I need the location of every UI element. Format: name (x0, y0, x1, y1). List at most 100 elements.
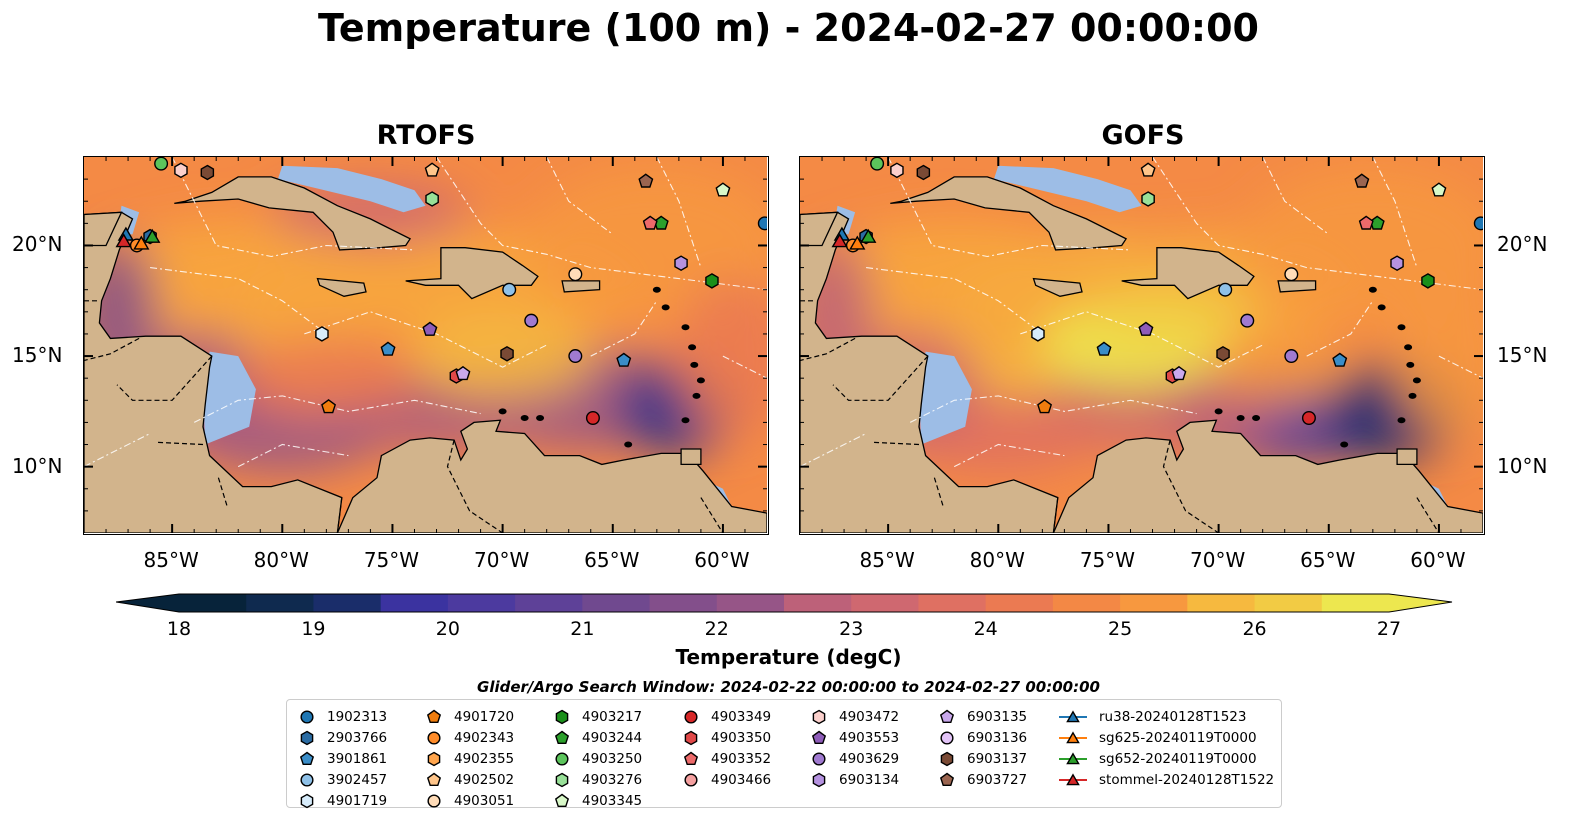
float-marker-4903629 (568, 349, 583, 364)
float-marker-3902457 (1218, 282, 1233, 297)
shallow-water-nicaragua (203, 351, 256, 445)
land-cuba (890, 176, 1128, 251)
legend-marker (554, 793, 570, 807)
legend-label: 4903350 (711, 729, 772, 746)
legend-marker (1066, 730, 1080, 743)
legend-marker (812, 772, 826, 787)
legend-item: 4903276 (552, 769, 642, 790)
eez-boundary (590, 300, 658, 357)
map-panel-gofs[interactable] (799, 156, 1485, 535)
circle-marker-icon (684, 709, 698, 724)
legend-item: 2903766 (297, 727, 387, 748)
legend-marker (426, 709, 442, 723)
legend-marker (684, 772, 698, 787)
pentagon-marker-icon (426, 709, 442, 723)
circle-marker-icon (300, 772, 314, 787)
y-tick-label-left: 10°N (12, 453, 63, 478)
colorbar-tick-label: 18 (166, 618, 192, 640)
float-marker-4901719 (315, 326, 329, 342)
eez-boundary (237, 443, 349, 468)
colorbar-segment (313, 594, 382, 612)
island (692, 392, 701, 399)
legend-label: 6903135 (967, 708, 1028, 725)
float-marker-6903137 (500, 345, 514, 362)
glider-marker-stommel (115, 233, 132, 248)
glider-marker-sg625 (849, 235, 866, 250)
glider-marker-sg625 (133, 235, 150, 250)
island (536, 414, 545, 421)
legend-item: 6903134 (809, 769, 899, 790)
legend-marker (426, 772, 442, 786)
colorbar-segment (918, 594, 987, 612)
x-tick-label: 80°W (969, 548, 1025, 572)
country-border (217, 477, 228, 507)
eez-boundary (304, 311, 547, 368)
legend-marker (683, 751, 699, 765)
eez-boundary (909, 395, 1197, 423)
eez-boundary (656, 157, 702, 268)
legend-item: 4903349 (681, 706, 771, 727)
legend-item: 6903136 (937, 727, 1027, 748)
eez-boundary (1020, 311, 1263, 368)
island (520, 414, 529, 421)
legend-label: 4903276 (582, 771, 643, 788)
x-tick-label: 65°W (1300, 548, 1356, 572)
pentagon-marker-icon (554, 793, 570, 807)
hexagon-marker-icon (812, 772, 826, 787)
eez-boundary (150, 267, 327, 335)
legend-column: ru38-20240128T1523 sg625-20240119T0000 sg6… (1057, 706, 1274, 790)
island (661, 304, 670, 311)
legend-item: 4903629 (809, 748, 899, 769)
legend-label: 2903766 (327, 729, 388, 746)
legend-label: 4903217 (582, 708, 643, 725)
island (1377, 304, 1386, 311)
eez-boundary (1372, 157, 1418, 268)
legend-label: 6903727 (967, 771, 1028, 788)
legend-label: stommel-20240128T1522 (1099, 771, 1275, 788)
float-marker-6903137 (1216, 345, 1230, 362)
map-panel-rtofs[interactable] (83, 156, 769, 535)
x-tick-label: 60°W (1410, 548, 1466, 572)
triangle-marker-icon (1059, 772, 1087, 785)
colorbar-extend-max (1389, 594, 1452, 612)
legend-item: 4902502 (424, 769, 514, 790)
float-marker-4903629 (1240, 313, 1255, 328)
legend-item: 6903137 (937, 748, 1027, 769)
legend-marker (427, 793, 441, 808)
colorbar-label: Temperature (degC) (675, 645, 902, 669)
colorbar-tick-label: 27 (1376, 618, 1402, 640)
legend-item: 4903472 (809, 706, 899, 727)
float-marker-4901720 (1037, 399, 1053, 414)
island (624, 441, 633, 448)
float-marker-6903135 (455, 365, 471, 381)
country-border (1052, 497, 1059, 533)
hexagon-marker-icon (300, 730, 314, 745)
float-marker-3901861 (1332, 352, 1348, 367)
eez-boundary (866, 267, 1043, 335)
legend-label: 4902343 (454, 729, 515, 746)
legend-marker (812, 709, 826, 724)
country-border (1162, 439, 1219, 533)
y-tick-label-left: 20°N (12, 232, 63, 257)
island (681, 417, 690, 424)
float-marker-6903135 (1171, 365, 1187, 381)
legend-marker (939, 709, 955, 723)
colorbar-segment (649, 594, 718, 612)
x-tick-label: 80°W (253, 548, 309, 572)
colorbar-segment (1254, 594, 1323, 612)
legend-label: 6903134 (839, 771, 900, 788)
land-trinidad (680, 448, 702, 466)
country-border (446, 439, 503, 533)
circle-marker-icon (427, 730, 441, 745)
legend-label: 4903553 (839, 729, 900, 746)
legend-marker (939, 772, 955, 786)
triangle-marker-icon (1059, 751, 1087, 764)
eez-boundary (722, 355, 767, 379)
legend-label: 3901861 (327, 750, 388, 767)
y-tick-label-right: 20°N (1497, 232, 1548, 257)
island (1408, 392, 1417, 399)
legend-item: 4901719 (297, 790, 387, 811)
eez-boundary (171, 157, 415, 258)
colorbar-segment (1187, 594, 1256, 612)
legend-label: 4903349 (711, 708, 772, 725)
